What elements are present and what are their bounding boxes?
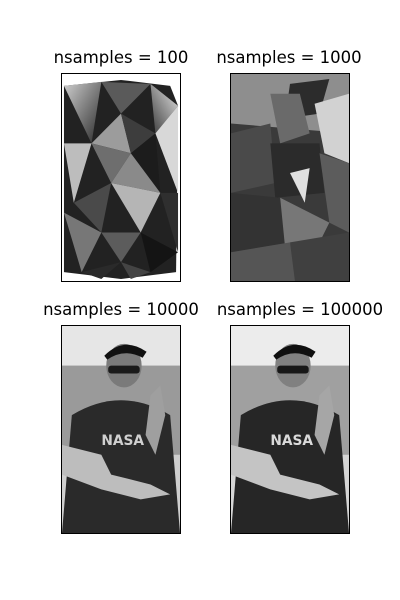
panel-title-1: nsamples = 100 bbox=[53, 48, 189, 67]
panel-title-2: nsamples = 1000 bbox=[216, 48, 362, 67]
image-panel-4: NASA bbox=[230, 325, 350, 534]
panel-title-3: nsamples = 10000 bbox=[43, 300, 199, 319]
reconstructed-image-10000: NASA bbox=[62, 326, 180, 533]
svg-text:NASA: NASA bbox=[270, 433, 313, 449]
image-panel-3: NASA bbox=[61, 325, 181, 534]
triangulated-image-1000 bbox=[231, 74, 349, 281]
reconstructed-image-100000: NASA bbox=[231, 326, 349, 533]
image-panel-1 bbox=[61, 73, 181, 282]
image-panel-2 bbox=[230, 73, 350, 282]
svg-text:NASA: NASA bbox=[101, 433, 144, 449]
triangulated-image-100 bbox=[63, 79, 179, 280]
panel-title-4: nsamples = 100000 bbox=[216, 300, 384, 319]
